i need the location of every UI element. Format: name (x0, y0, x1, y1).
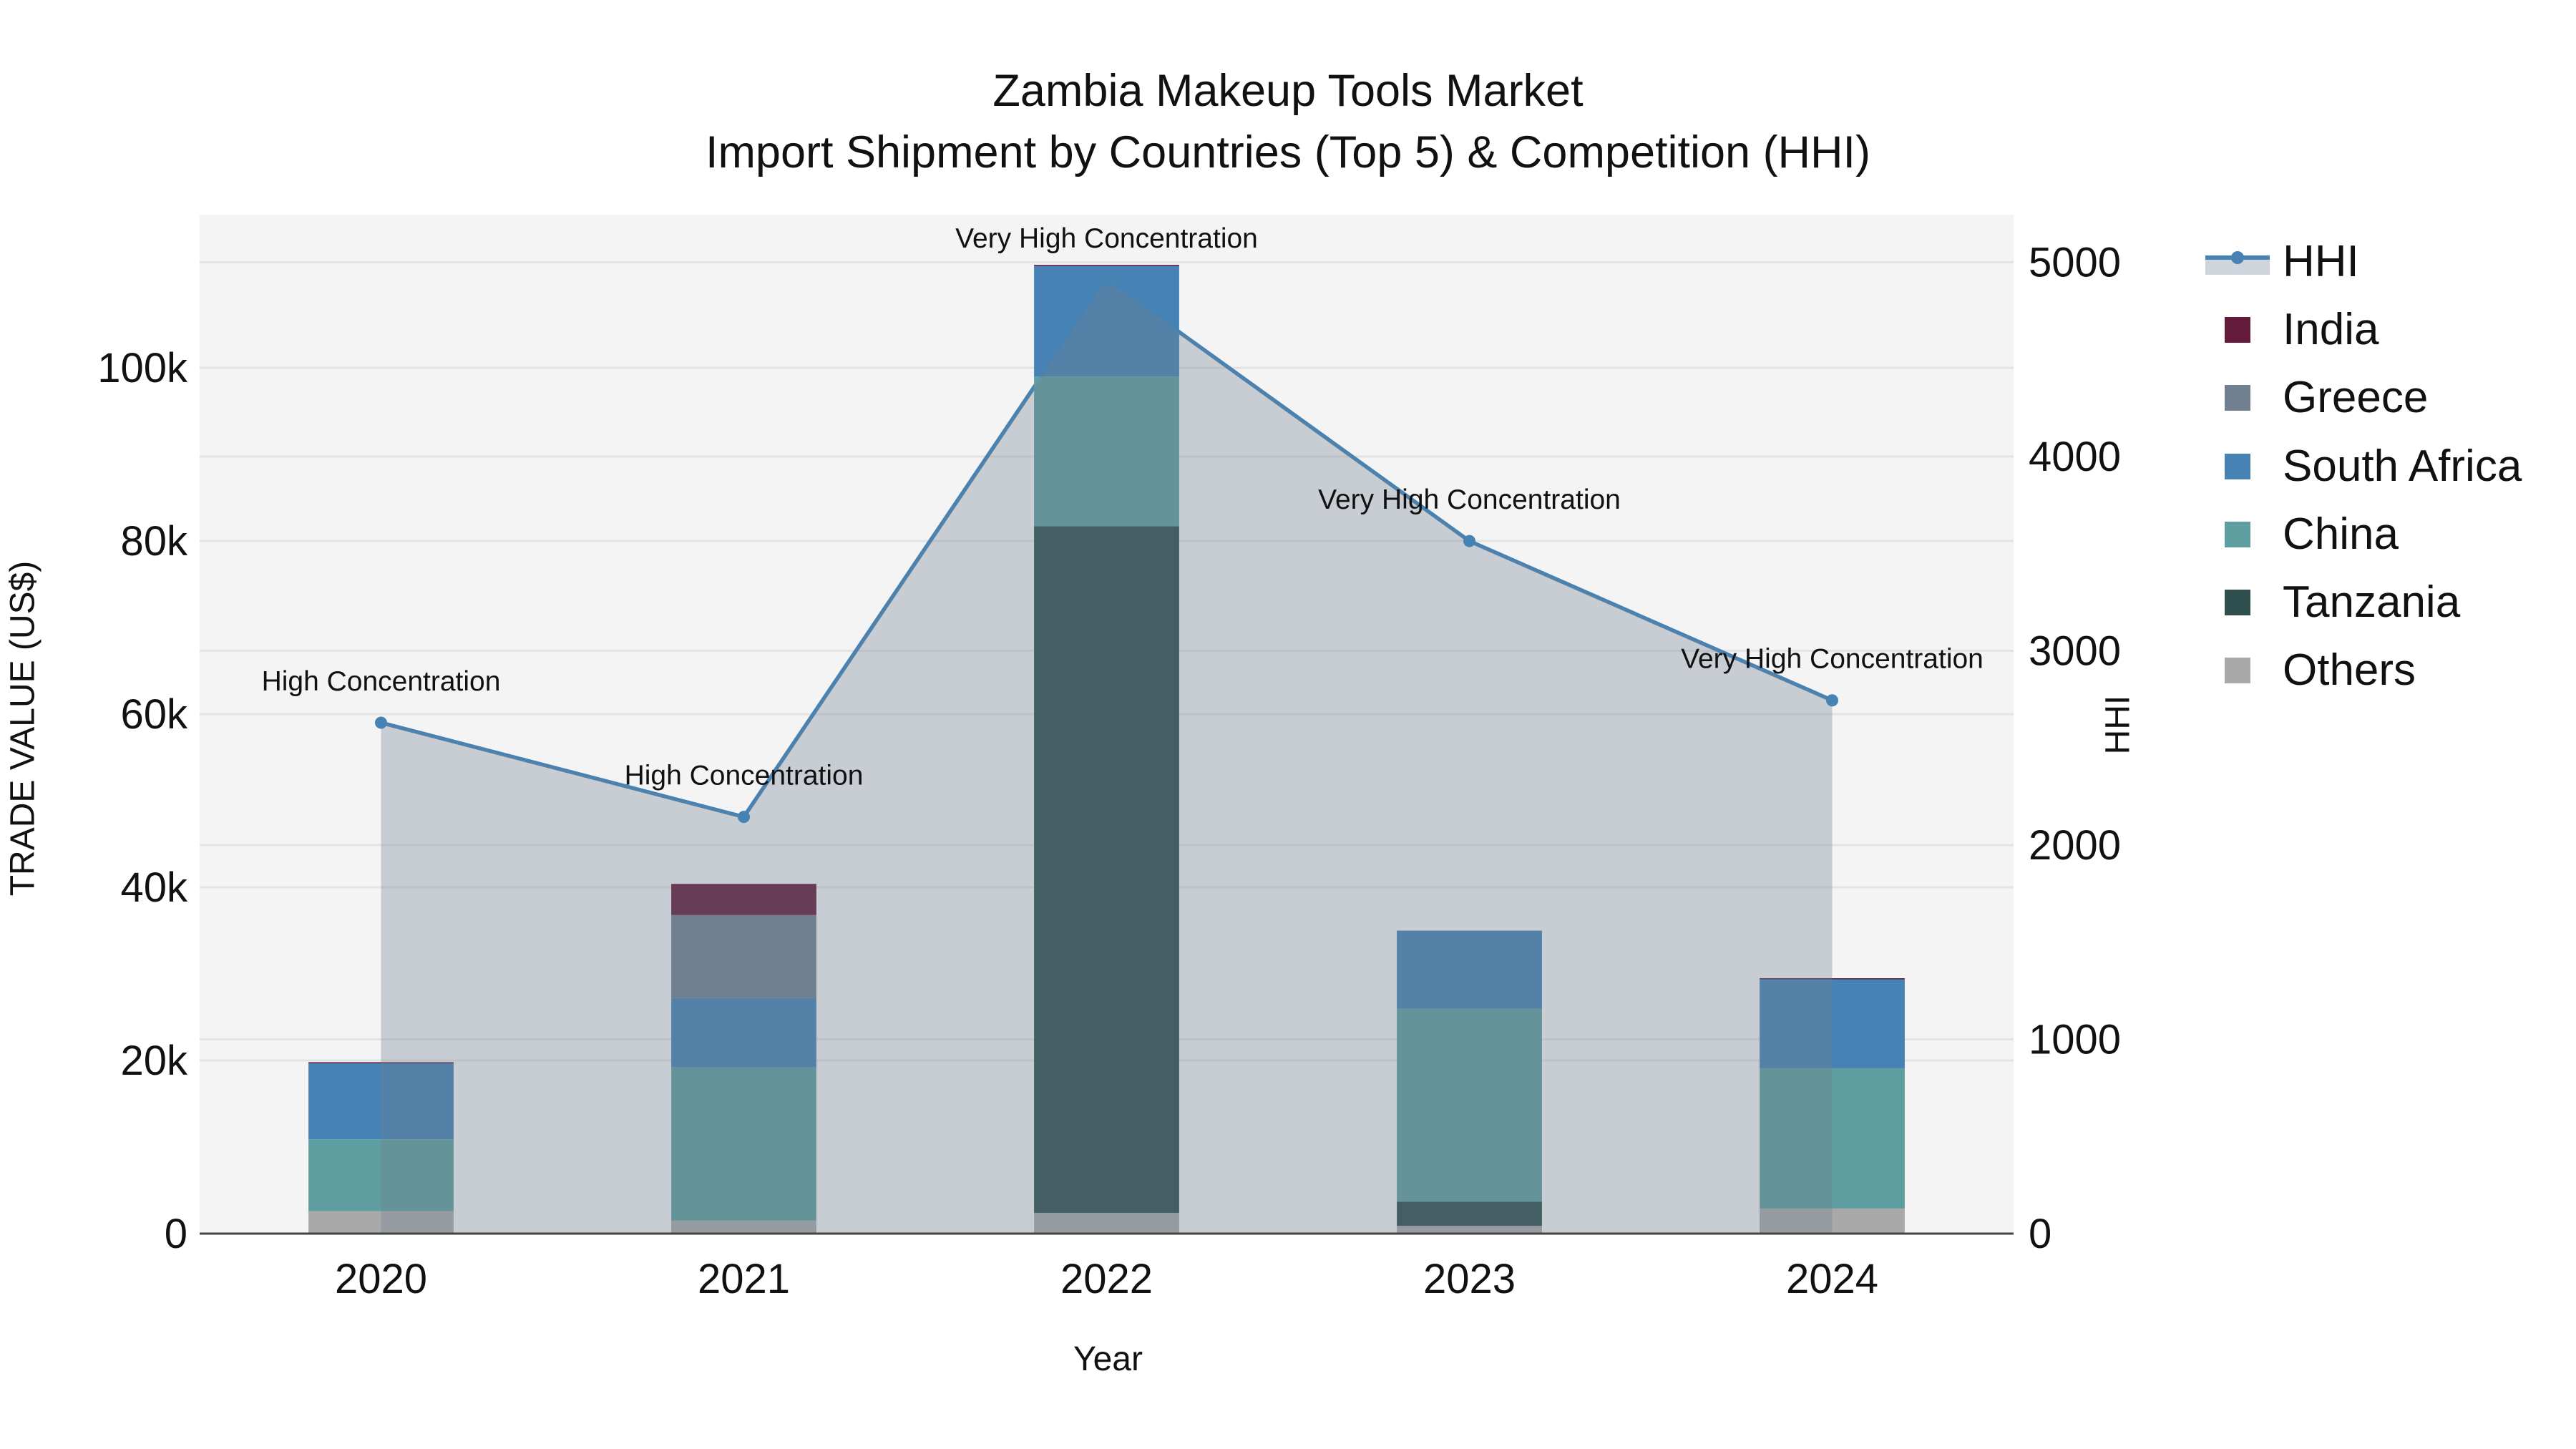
svg-text:2021: 2021 (698, 1256, 790, 1302)
bar-segment-china[interactable] (308, 1139, 454, 1211)
bar-segment-others[interactable] (1760, 1208, 1905, 1234)
svg-text:High Concentration: High Concentration (625, 761, 864, 791)
svg-text:100k: 100k (97, 345, 188, 391)
bar-segment-china[interactable] (671, 1067, 816, 1221)
svg-text:2023: 2023 (1423, 1256, 1516, 1302)
svg-text:4000: 4000 (2029, 434, 2121, 480)
chart-title: Zambia Makeup Tools Market (992, 66, 1584, 116)
svg-text:2022: 2022 (1060, 1256, 1153, 1302)
hhi-point-2024[interactable] (1826, 694, 1838, 707)
svg-text:40k: 40k (120, 864, 188, 911)
bar-segment-others[interactable] (308, 1211, 454, 1234)
legend-label: South Africa (2283, 441, 2522, 491)
bar-segment-china[interactable] (1760, 1068, 1905, 1209)
bar-stack-2022[interactable] (1034, 265, 1179, 1234)
legend-label: India (2283, 304, 2379, 354)
legend-label: HHI (2283, 236, 2359, 286)
legend: HHI India Greece South Africa China Tanz… (2204, 228, 2522, 705)
x-axis-ticks: 2020 2021 2022 2023 2024 (335, 1256, 1878, 1302)
bar-segment-south-africa[interactable] (1760, 979, 1905, 1068)
bar-segment-india[interactable] (1034, 265, 1179, 266)
legend-item-hhi[interactable]: HHI (2204, 228, 2522, 296)
legend-label: Tanzania (2283, 577, 2461, 628)
hhi-area (381, 279, 1833, 1234)
legend-item-india[interactable]: India (2204, 296, 2522, 364)
y-axis-right-title: HHI (2099, 695, 2137, 755)
stacked-bars[interactable] (308, 265, 1905, 1234)
bar-segment-tanzania[interactable] (1397, 1201, 1542, 1226)
hhi-point-2020[interactable] (375, 716, 387, 729)
bar-segment-others[interactable] (1397, 1226, 1542, 1234)
x-axis-title: Year (1073, 1340, 1143, 1378)
bar-stack-2021[interactable] (671, 884, 816, 1234)
y-axis-left-title: TRADE VALUE (US$) (4, 560, 42, 897)
svg-text:High Concentration: High Concentration (262, 666, 501, 697)
legend-label: Others (2283, 645, 2416, 696)
bar-segment-india[interactable] (308, 1062, 454, 1063)
hhi-point-2021[interactable] (738, 811, 750, 824)
bar-segment-china[interactable] (1397, 1008, 1542, 1202)
hhi-annotations: High Concentration High Concentration Very… (262, 223, 1984, 791)
y-axis-left-ticks: 0 20k 40k 60k 80k 100k (97, 345, 188, 1257)
svg-text:0: 0 (2029, 1211, 2051, 1257)
hhi-point-2022[interactable] (1101, 273, 1113, 286)
svg-text:2024: 2024 (1786, 1256, 1878, 1302)
bar-segment-others[interactable] (1034, 1212, 1179, 1234)
bar-segment-south-africa[interactable] (671, 997, 816, 1068)
bar-segment-india[interactable] (1760, 978, 1905, 980)
square-swatch-icon (2225, 521, 2250, 547)
legend-item-greece[interactable]: Greece (2204, 364, 2522, 432)
bar-segment-others[interactable] (671, 1220, 816, 1234)
svg-text:2020: 2020 (335, 1256, 427, 1302)
svg-text:0: 0 (165, 1211, 187, 1257)
bar-segment-greece[interactable] (671, 914, 816, 998)
square-swatch-icon (2225, 590, 2250, 616)
legend-label: Greece (2283, 373, 2429, 423)
legend-item-china[interactable]: China (2204, 500, 2522, 568)
bar-stack-2023[interactable] (1397, 930, 1542, 1234)
svg-text:20k: 20k (120, 1038, 188, 1084)
legend-item-south-africa[interactable]: South Africa (2204, 432, 2522, 500)
svg-text:Very High Concentration: Very High Concentration (1681, 644, 1984, 675)
svg-text:80k: 80k (120, 518, 188, 565)
hhi-markers[interactable] (375, 273, 1838, 824)
svg-text:60k: 60k (120, 691, 188, 738)
svg-text:1000: 1000 (2029, 1017, 2121, 1063)
svg-text:5000: 5000 (2029, 240, 2121, 286)
bar-segment-tanzania[interactable] (1034, 526, 1179, 1213)
legend-item-tanzania[interactable]: Tanzania (2204, 568, 2522, 636)
square-swatch-icon (2225, 385, 2250, 411)
svg-text:Very High Concentration: Very High Concentration (1318, 484, 1621, 515)
bar-segment-south-africa[interactable] (308, 1063, 454, 1140)
legend-label: China (2283, 509, 2399, 559)
svg-text:2000: 2000 (2029, 822, 2121, 869)
line-marker-icon (2205, 248, 2270, 276)
bar-segment-china[interactable] (1034, 376, 1179, 527)
legend-item-others[interactable]: Others (2204, 637, 2522, 705)
svg-text:3000: 3000 (2029, 628, 2121, 675)
y-axis-right-ticks: 0 1000 2000 3000 4000 5000 (2029, 240, 2121, 1257)
hhi-point-2023[interactable] (1463, 535, 1475, 547)
bar-segment-south-africa[interactable] (1397, 930, 1542, 1009)
square-swatch-icon (2225, 316, 2250, 343)
square-swatch-icon (2225, 658, 2250, 684)
square-swatch-icon (2225, 453, 2250, 479)
chart-subtitle: Import Shipment by Countries (Top 5) & C… (705, 127, 1871, 177)
bar-stack-2020[interactable] (308, 1062, 454, 1234)
bar-segment-india[interactable] (671, 884, 816, 915)
bar-stack-2024[interactable] (1760, 978, 1905, 1234)
svg-text:Very High Concentration: Very High Concentration (955, 223, 1258, 254)
